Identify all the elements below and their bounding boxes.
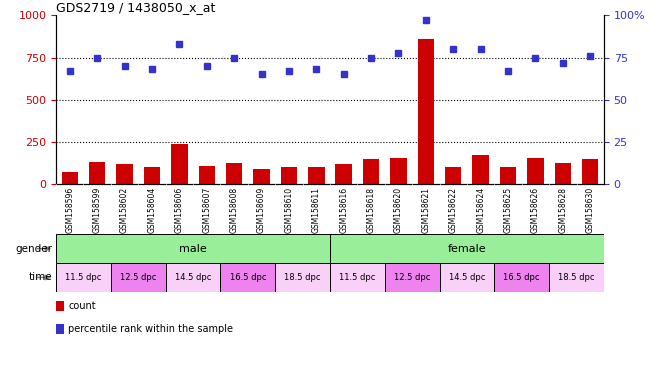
Text: female: female — [447, 243, 486, 254]
Bar — [527, 158, 544, 184]
Bar — [554, 163, 571, 184]
Text: 11.5 dpc: 11.5 dpc — [339, 273, 376, 282]
Text: GSM158626: GSM158626 — [531, 187, 540, 233]
Bar — [56, 234, 330, 263]
Text: GSM158609: GSM158609 — [257, 187, 266, 233]
Text: GSM158628: GSM158628 — [558, 187, 568, 233]
Text: GSM158606: GSM158606 — [175, 187, 184, 233]
Text: male: male — [179, 243, 207, 254]
Bar — [500, 167, 516, 184]
Text: 16.5 dpc: 16.5 dpc — [230, 273, 266, 282]
Bar — [56, 324, 64, 334]
Bar — [56, 301, 64, 311]
Bar — [330, 234, 604, 263]
Text: GSM158620: GSM158620 — [394, 187, 403, 233]
Bar — [308, 167, 325, 184]
Text: time: time — [29, 272, 53, 283]
Bar — [445, 167, 461, 184]
Bar — [335, 164, 352, 184]
Bar — [199, 166, 215, 184]
Text: GSM158616: GSM158616 — [339, 187, 348, 233]
Text: 12.5 dpc: 12.5 dpc — [120, 273, 156, 282]
Text: GSM158618: GSM158618 — [366, 187, 376, 233]
Bar — [440, 263, 494, 292]
Bar — [473, 155, 489, 184]
Text: count: count — [69, 301, 96, 311]
Bar — [61, 172, 78, 184]
Bar — [226, 163, 242, 184]
Text: GSM158624: GSM158624 — [476, 187, 485, 233]
Bar — [116, 164, 133, 184]
Bar — [144, 167, 160, 184]
Bar — [363, 159, 380, 184]
Text: GSM158608: GSM158608 — [230, 187, 239, 233]
Bar — [275, 263, 330, 292]
Text: gender: gender — [16, 243, 53, 254]
Text: 12.5 dpc: 12.5 dpc — [394, 273, 430, 282]
Text: GSM158607: GSM158607 — [202, 187, 211, 233]
Text: GDS2719 / 1438050_x_at: GDS2719 / 1438050_x_at — [56, 1, 215, 14]
Bar — [494, 263, 549, 292]
Bar — [582, 159, 599, 184]
Text: GSM158625: GSM158625 — [504, 187, 513, 233]
Bar — [385, 263, 440, 292]
Bar — [89, 162, 106, 184]
Text: GSM158622: GSM158622 — [449, 187, 458, 233]
Bar — [390, 158, 407, 184]
Text: 11.5 dpc: 11.5 dpc — [65, 273, 102, 282]
Text: GSM158602: GSM158602 — [120, 187, 129, 233]
Bar — [171, 144, 187, 184]
Bar — [330, 263, 385, 292]
Bar — [549, 263, 604, 292]
Text: 18.5 dpc: 18.5 dpc — [558, 273, 595, 282]
Text: GSM158596: GSM158596 — [65, 187, 75, 233]
Bar — [166, 263, 220, 292]
Bar — [111, 263, 166, 292]
Text: GSM158630: GSM158630 — [585, 187, 595, 233]
Bar — [220, 263, 275, 292]
Text: GSM158604: GSM158604 — [147, 187, 156, 233]
Text: 14.5 dpc: 14.5 dpc — [449, 273, 485, 282]
Text: percentile rank within the sample: percentile rank within the sample — [69, 324, 234, 334]
Text: GSM158599: GSM158599 — [92, 187, 102, 233]
Bar — [56, 263, 111, 292]
Text: 16.5 dpc: 16.5 dpc — [504, 273, 540, 282]
Text: GSM158621: GSM158621 — [421, 187, 430, 233]
Bar — [418, 39, 434, 184]
Bar — [253, 169, 270, 184]
Text: 14.5 dpc: 14.5 dpc — [175, 273, 211, 282]
Bar — [280, 167, 297, 184]
Text: GSM158611: GSM158611 — [312, 187, 321, 233]
Text: 18.5 dpc: 18.5 dpc — [284, 273, 321, 282]
Text: GSM158610: GSM158610 — [284, 187, 294, 233]
